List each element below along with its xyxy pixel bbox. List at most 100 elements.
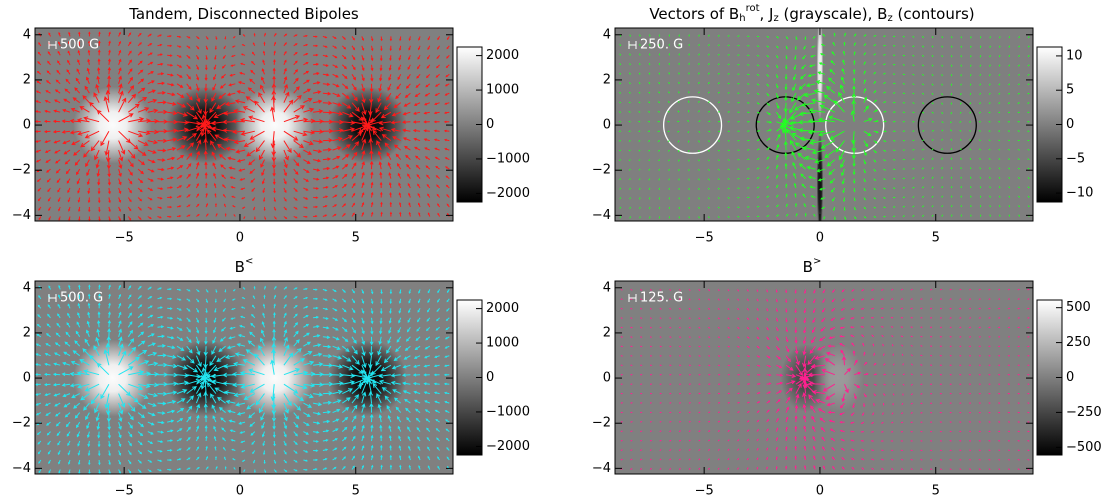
y-tick-label: 4 bbox=[23, 280, 31, 295]
vector-scale-icon bbox=[628, 294, 637, 302]
x-tick-label: 5 bbox=[932, 231, 940, 246]
panel: −5 0 5 −4 −2 0 2 4 Tandem, Disconnected Bipoles 5… bbox=[12, 5, 530, 246]
vector-scale-label: 125. G bbox=[640, 291, 683, 306]
vector-field bbox=[620, 288, 1030, 470]
title-part: < bbox=[245, 256, 253, 267]
heat-blob bbox=[816, 129, 824, 221]
colorbar-tick-label: 10 bbox=[1066, 48, 1083, 63]
y-tick-label: 2 bbox=[603, 325, 611, 340]
y-tick-label: 2 bbox=[23, 72, 31, 87]
chart-title: B> bbox=[803, 256, 822, 276]
y-tick-label: −2 bbox=[592, 163, 611, 178]
title-part: , J bbox=[760, 5, 774, 23]
x-tick-label: 0 bbox=[816, 231, 824, 246]
vector-scale-label: 250. G bbox=[640, 38, 683, 53]
colorbar-tick-label: 1000 bbox=[486, 83, 519, 98]
chart-title: B< bbox=[235, 256, 254, 276]
plot-frame bbox=[614, 280, 1034, 475]
heat-blob bbox=[813, 344, 864, 412]
colorbar-tick-label: −5 bbox=[1066, 151, 1085, 166]
vector-scale-icon bbox=[48, 294, 57, 302]
title-part: z bbox=[773, 13, 778, 24]
y-tick-label: 0 bbox=[603, 371, 611, 386]
y-tick-label: 0 bbox=[603, 118, 611, 133]
title-part: > bbox=[813, 256, 821, 267]
colorbar-tick-label: 5 bbox=[1066, 83, 1074, 98]
colorbar-tick-label: −10 bbox=[1066, 186, 1093, 201]
y-tick-label: 4 bbox=[603, 27, 611, 42]
colorbar-tick-label: −500 bbox=[1066, 440, 1102, 455]
vector-field bbox=[35, 284, 450, 474]
plot-frame bbox=[614, 27, 1034, 222]
y-tick-label: −4 bbox=[592, 208, 611, 223]
x-tick-label: −5 bbox=[115, 484, 134, 499]
plot-area bbox=[35, 281, 453, 474]
y-tick-label: 0 bbox=[23, 371, 31, 386]
contour bbox=[825, 96, 885, 154]
x-tick-label: 5 bbox=[352, 231, 360, 246]
colorbar-tick-label: 0 bbox=[486, 370, 494, 385]
y-tick-label: −4 bbox=[592, 461, 611, 476]
plot-area bbox=[615, 281, 1033, 474]
colorbar-tick-label: −1000 bbox=[486, 151, 530, 166]
title-part: B bbox=[803, 258, 813, 276]
colorbar-tick-label: −1000 bbox=[486, 404, 530, 419]
y-tick-label: 4 bbox=[23, 27, 31, 42]
vector-scale-label: 500 G bbox=[60, 38, 99, 53]
plot-frame bbox=[34, 27, 454, 222]
plot-area bbox=[35, 28, 453, 221]
contour bbox=[662, 96, 723, 154]
y-tick-label: −2 bbox=[12, 163, 31, 178]
colorbar-tick-label: 0 bbox=[486, 117, 494, 132]
vector-scale-icon bbox=[628, 41, 637, 49]
heat-blob bbox=[235, 86, 315, 164]
title-part: rot bbox=[746, 3, 760, 14]
title-part: B bbox=[235, 258, 245, 276]
colorbar-tick-label: 2000 bbox=[486, 301, 519, 316]
title-part: Tandem, Disconnected Bipoles bbox=[128, 5, 359, 23]
colorbar-tick-label: −2000 bbox=[486, 439, 530, 454]
y-tick-label: 2 bbox=[603, 72, 611, 87]
title-part: h bbox=[739, 13, 745, 24]
y-tick-label: 0 bbox=[23, 118, 31, 133]
contour bbox=[917, 96, 977, 154]
vector-scale-label: 500. G bbox=[60, 291, 103, 306]
title-part: Vectors of B bbox=[649, 5, 739, 23]
y-tick-label: 4 bbox=[603, 280, 611, 295]
y-tick-label: −2 bbox=[12, 416, 31, 431]
x-tick-label: 5 bbox=[932, 484, 940, 499]
vector-scale-icon bbox=[48, 41, 57, 49]
vector-field bbox=[618, 32, 1030, 221]
x-tick-label: −5 bbox=[695, 484, 714, 499]
colorbar-tick-label: 0 bbox=[1066, 370, 1074, 385]
y-tick-label: −4 bbox=[12, 461, 31, 476]
colorbar-tick-label: −250 bbox=[1066, 405, 1102, 420]
colorbar-tick-label: 500 bbox=[1066, 300, 1091, 315]
title-part: (contours) bbox=[893, 5, 975, 23]
x-tick-label: 5 bbox=[352, 484, 360, 499]
plot-area bbox=[615, 28, 1033, 221]
title-part: (grayscale), B bbox=[779, 5, 888, 23]
x-tick-label: 0 bbox=[816, 484, 824, 499]
y-tick-label: −2 bbox=[592, 416, 611, 431]
x-tick-label: −5 bbox=[695, 231, 714, 246]
colorbar-tick-label: 1000 bbox=[486, 336, 519, 351]
x-tick-label: 0 bbox=[236, 231, 244, 246]
plot-background bbox=[615, 28, 1033, 221]
x-tick-label: −5 bbox=[115, 231, 134, 246]
heat-blob bbox=[235, 339, 315, 417]
colorbar-tick-label: 2000 bbox=[486, 48, 519, 63]
x-tick-label: 0 bbox=[236, 484, 244, 499]
chart-title: Tandem, Disconnected Bipoles bbox=[128, 5, 359, 23]
vector-field bbox=[35, 31, 450, 221]
colorbar-tick-label: 250 bbox=[1066, 335, 1091, 350]
y-tick-label: −4 bbox=[12, 208, 31, 223]
colorbar-tick-label: −2000 bbox=[486, 186, 530, 201]
chart-title: Vectors of Bhrot, Jz (grayscale), Bz (co… bbox=[649, 3, 974, 24]
title-part: z bbox=[887, 13, 892, 24]
plot-frame bbox=[34, 280, 454, 475]
